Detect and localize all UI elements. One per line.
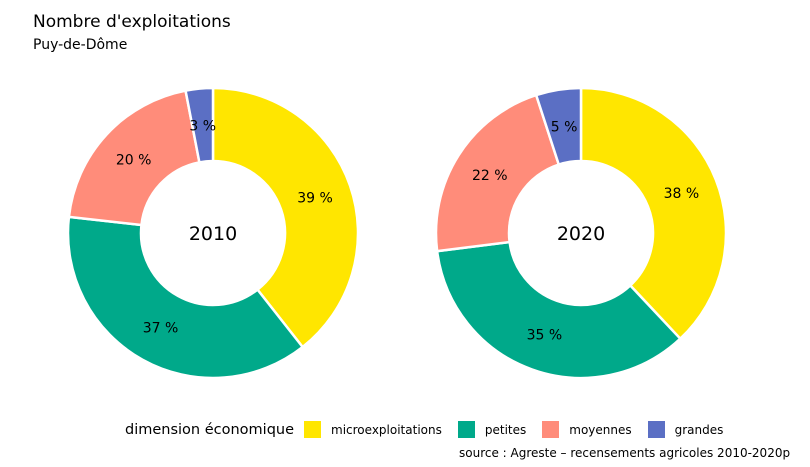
slice-label: 3 % [189, 118, 216, 134]
legend: dimension économique microexploitations … [125, 421, 739, 438]
donut-center-label: 2020 [557, 223, 605, 245]
legend-label: microexploitations [331, 422, 442, 437]
legend-label: moyennes [569, 422, 632, 437]
donut-slice-petites [66, 215, 305, 380]
legend-label: grandes [674, 422, 724, 437]
slice-label: 20 % [116, 153, 152, 169]
legend-item-grandes: grandes [647, 421, 724, 438]
donut-charts: 39 % 37 % 20 % 3 % 2010 38 % 35 % 22 % 5 % 2020 [66, 86, 728, 380]
slice-label: 5 % [551, 119, 578, 135]
legend-item-moyennes: moyennes [542, 421, 632, 438]
donut-slice-grandes [184, 86, 215, 164]
chart-title: Nombre d'exploitations [33, 12, 231, 32]
legend-label: petites [484, 422, 527, 437]
donut-slice-petites [435, 240, 683, 380]
slice-label: 22 % [472, 168, 508, 184]
slice-label: 37 % [143, 320, 179, 336]
legend-title: dimension économique [125, 421, 295, 438]
legend-swatch [304, 421, 322, 438]
slice-label: 38 % [664, 186, 700, 202]
donut-slice-moyennes [434, 93, 561, 253]
legend-item-petites: petites [457, 421, 527, 438]
legend-swatch [457, 421, 475, 438]
donut-slice-moyennes [67, 89, 201, 227]
donut-slice-microexploitations [579, 86, 728, 341]
legend-swatch [647, 421, 665, 438]
donut-slice-microexploitations [211, 86, 360, 349]
chart-subtitle: Puy-de-Dôme [33, 37, 128, 53]
legend-item-microexploitations: microexploitations [304, 421, 442, 438]
legend-swatch [542, 421, 560, 438]
slice-label: 39 % [297, 191, 333, 207]
slice-label: 35 % [527, 328, 563, 344]
source-note: source : Agreste – recensements agricole… [459, 446, 791, 460]
donut-center-label: 2010 [189, 223, 237, 245]
donut-slice-grandes [534, 86, 583, 167]
